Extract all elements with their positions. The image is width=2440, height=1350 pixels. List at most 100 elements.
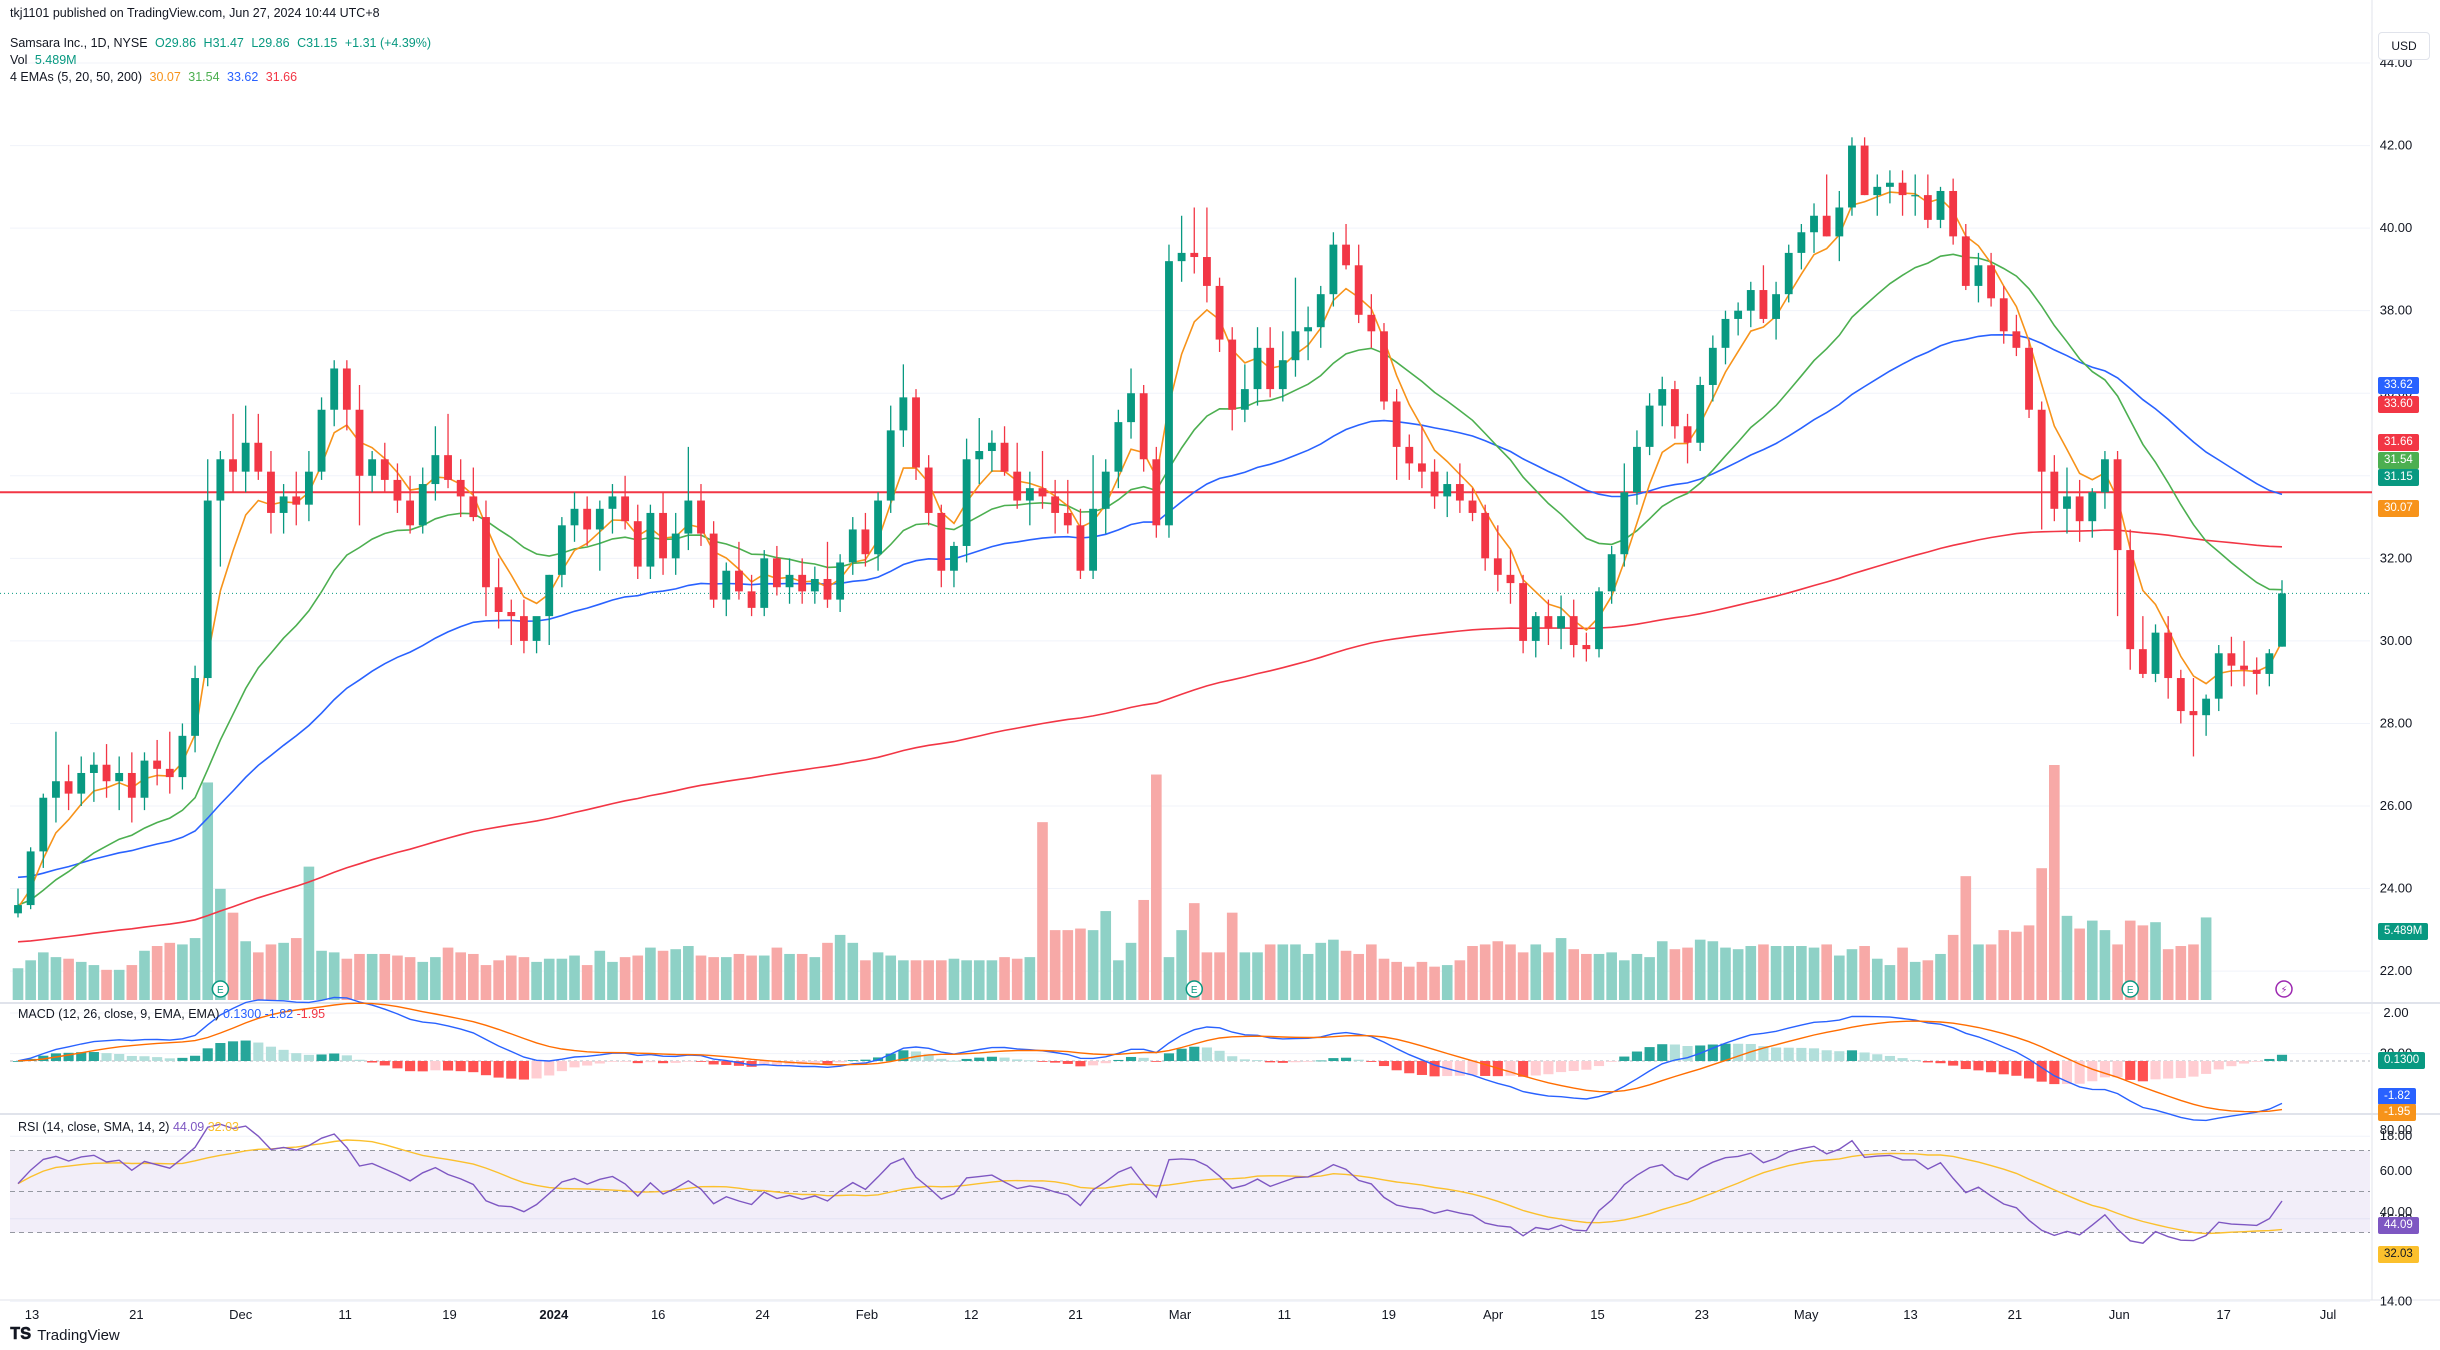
candle (595, 500, 604, 571)
candle-body (507, 612, 516, 617)
volume-label[interactable]: Vol (10, 53, 28, 67)
rsi-label[interactable]: RSI (14, close, SMA, 14, 2) (18, 1120, 170, 1134)
candle-body (1354, 265, 1363, 315)
macd-histogram-bar (1707, 1044, 1718, 1061)
candle-body (1316, 294, 1325, 328)
candle (1380, 323, 1388, 410)
candle (520, 599, 528, 654)
candle (1481, 504, 1490, 571)
candle (444, 413, 452, 489)
volume-bar (37, 952, 49, 1000)
volume-bar (1669, 949, 1681, 1000)
candle-body (1582, 645, 1591, 650)
candle-body (633, 521, 642, 567)
ema200-line (17, 529, 2283, 943)
macd-histogram-bar (367, 1061, 378, 1063)
candle-body (1860, 145, 1869, 196)
candle-body (912, 397, 920, 468)
ema20-price-tag: 31.54 (2378, 452, 2419, 469)
candle-body (203, 500, 212, 679)
candle (418, 467, 427, 534)
candle-body (1430, 471, 1439, 497)
earnings-marker-glyph: E (1191, 985, 1198, 996)
macd-histogram-bar (1378, 1061, 1390, 1067)
symbol-name[interactable]: Samsara Inc., 1D, NYSE (10, 36, 148, 50)
candle (1898, 170, 1907, 216)
macd-hist-tag: -1.95 (2378, 1104, 2417, 1121)
macd-histogram-bar (190, 1055, 201, 1061)
last-price-tag: 31.15 (2378, 469, 2419, 486)
candle-body (583, 508, 592, 530)
candle (355, 384, 364, 526)
candle (2050, 455, 2059, 522)
macd-histogram-bar (2036, 1061, 2047, 1082)
candle (1392, 389, 1401, 480)
macd-label[interactable]: MACD (12, 26, close, 9, EMA, EMA) (18, 1007, 220, 1021)
earnings-marker-icon: E (211, 980, 230, 998)
candle (1468, 488, 1477, 522)
macd-histogram-bar (986, 1056, 997, 1061)
volume-bar (1859, 946, 1870, 1000)
macd-histogram-bar (76, 1052, 87, 1061)
volume-bar (1441, 965, 1453, 1000)
macd-histogram-bar (2023, 1061, 2035, 1079)
macd-histogram-bar (1846, 1050, 1858, 1061)
candle-body (1481, 512, 1490, 559)
candle (924, 455, 933, 526)
candle (1936, 186, 1945, 229)
candle-body (1885, 182, 1894, 187)
candle-body (2101, 459, 2109, 493)
volume-bar (569, 955, 580, 1000)
candle-body (469, 496, 478, 518)
candle-body (2164, 632, 2173, 679)
candle (1240, 364, 1249, 423)
macd-histogram-bar (1631, 1051, 1643, 1061)
price-tick-label: 32.00 (2380, 550, 2413, 565)
time-tick-label: 11 (338, 1307, 352, 1322)
volume-bar (1568, 949, 1580, 1000)
ema5-value: 30.07 (149, 70, 181, 84)
macd-histogram-bar (695, 1061, 707, 1062)
candle-body (1708, 347, 1717, 385)
volume-bar (240, 941, 251, 1000)
candle-body (810, 578, 819, 592)
volume-bar (404, 957, 416, 1000)
price-tick-label: 26.00 (2380, 798, 2413, 813)
candle (1493, 525, 1502, 592)
candle (1354, 244, 1363, 324)
macd-histogram-bar (708, 1061, 719, 1065)
macd-histogram-bar (1062, 1061, 1073, 1064)
candle (1658, 376, 1667, 427)
candle-body (1367, 314, 1376, 332)
candle-body (1645, 405, 1654, 447)
candle (1266, 327, 1275, 398)
candle (317, 397, 326, 480)
macd-histogram-bar (506, 1061, 517, 1079)
time-tick-label: 15 (1590, 1307, 1604, 1322)
volume-bar (1758, 944, 1769, 1000)
candle (1911, 174, 1920, 216)
macd-histogram-bar (1505, 1061, 1516, 1076)
candle (2151, 624, 2160, 683)
macd-histogram-bar (518, 1061, 529, 1080)
footer-brand[interactable]: 𝐓𝐒 TradingView (10, 1326, 120, 1344)
candle (937, 504, 946, 588)
rsi-line (17, 1123, 2283, 1244)
macd-histogram-bar (2213, 1061, 2224, 1070)
candle (1038, 451, 1047, 509)
candle (1051, 479, 1060, 534)
volume-bar (758, 955, 770, 1000)
candle (962, 438, 971, 563)
volume-bar (1644, 957, 1655, 1000)
macd-histogram-bar (2049, 1061, 2060, 1085)
candle-body (532, 616, 541, 641)
rsi-tick-label: 80.00 (2380, 1122, 2413, 1137)
ema-label[interactable]: 4 EMAs (5, 20, 50, 200) (10, 70, 143, 84)
candle (456, 459, 465, 518)
ema50-line (17, 333, 2283, 879)
candle-body (2012, 331, 2021, 348)
volume-bar (75, 961, 87, 1000)
currency-button[interactable]: USD (2378, 32, 2430, 60)
macd-histogram-bar (1859, 1052, 1870, 1061)
